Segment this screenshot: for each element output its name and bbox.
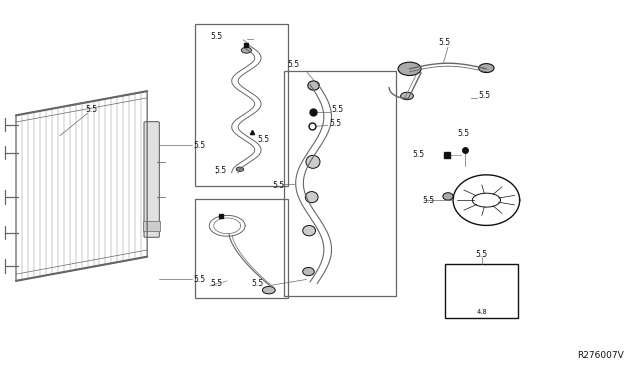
Circle shape [398, 62, 421, 76]
Circle shape [236, 167, 244, 171]
Ellipse shape [303, 225, 316, 236]
Text: 5.5: 5.5 [214, 166, 227, 175]
Text: 4.8: 4.8 [476, 310, 487, 315]
Text: 5.5: 5.5 [86, 105, 97, 114]
Ellipse shape [443, 193, 453, 200]
Text: 5.5: 5.5 [210, 32, 222, 41]
Text: 5.5: 5.5 [329, 119, 341, 128]
Bar [445, 264, 518, 318]
Text: 5.5: 5.5 [476, 250, 488, 259]
Ellipse shape [306, 155, 320, 168]
Circle shape [241, 47, 252, 53]
Ellipse shape [303, 267, 314, 276]
Text: 5.5: 5.5 [332, 105, 344, 114]
Ellipse shape [308, 81, 319, 90]
Circle shape [401, 92, 413, 100]
Text: 5.5: 5.5 [457, 129, 469, 138]
Text: 5.5: 5.5 [193, 141, 205, 150]
Bar [195, 24, 288, 186]
Text: 5.5: 5.5 [210, 279, 222, 288]
Text: 5.5: 5.5 [193, 275, 205, 283]
Circle shape [479, 64, 494, 73]
Text: 5.5: 5.5 [413, 150, 425, 159]
Text: R276007V: R276007V [577, 351, 624, 360]
Circle shape [262, 286, 275, 294]
Text: 5.5: 5.5 [438, 38, 451, 47]
Ellipse shape [305, 192, 318, 203]
Text: 5.5: 5.5 [251, 279, 263, 288]
Bar [195, 199, 288, 298]
Text: 5.5: 5.5 [257, 135, 269, 144]
Text: 5.5: 5.5 [272, 181, 284, 190]
Bar [284, 71, 396, 296]
FancyBboxPatch shape [144, 122, 159, 237]
Text: 5.5: 5.5 [422, 196, 435, 205]
Bar [143, 221, 160, 231]
Text: 5.5: 5.5 [479, 92, 491, 100]
Text: 5.5: 5.5 [287, 60, 300, 69]
